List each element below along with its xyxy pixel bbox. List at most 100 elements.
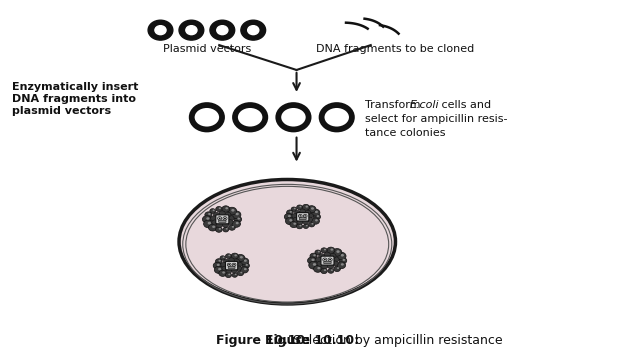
Circle shape: [341, 263, 344, 266]
Circle shape: [228, 258, 234, 262]
Circle shape: [236, 222, 239, 224]
Circle shape: [211, 216, 217, 221]
Circle shape: [306, 225, 308, 226]
FancyBboxPatch shape: [218, 220, 226, 222]
Circle shape: [245, 264, 248, 266]
Circle shape: [315, 211, 318, 213]
Circle shape: [305, 210, 311, 215]
Circle shape: [225, 273, 232, 278]
Circle shape: [236, 262, 242, 267]
Circle shape: [324, 249, 326, 250]
Circle shape: [219, 207, 221, 209]
Circle shape: [227, 207, 236, 215]
Circle shape: [323, 258, 327, 261]
Circle shape: [228, 255, 230, 256]
Text: tance colonies: tance colonies: [364, 128, 445, 138]
FancyBboxPatch shape: [321, 256, 334, 265]
Circle shape: [291, 207, 296, 211]
Circle shape: [205, 212, 212, 218]
Circle shape: [208, 213, 211, 215]
Circle shape: [296, 205, 303, 210]
Circle shape: [324, 259, 326, 261]
Circle shape: [208, 224, 217, 231]
Circle shape: [148, 20, 173, 40]
Circle shape: [218, 268, 222, 270]
Circle shape: [224, 217, 226, 219]
Circle shape: [336, 250, 339, 253]
Circle shape: [232, 221, 240, 227]
Text: DNA fragments to be cloned: DNA fragments to be cloned: [316, 44, 475, 53]
Circle shape: [225, 254, 232, 258]
Circle shape: [244, 268, 246, 270]
Circle shape: [213, 210, 215, 211]
Circle shape: [305, 215, 306, 217]
Circle shape: [222, 222, 228, 227]
FancyBboxPatch shape: [296, 213, 309, 221]
Circle shape: [226, 268, 232, 273]
Circle shape: [217, 26, 228, 35]
Circle shape: [286, 210, 293, 215]
Circle shape: [237, 217, 240, 219]
Circle shape: [300, 215, 301, 217]
Circle shape: [285, 213, 293, 220]
Circle shape: [212, 220, 218, 225]
Circle shape: [310, 253, 317, 259]
Circle shape: [343, 259, 345, 261]
Circle shape: [324, 269, 326, 271]
Circle shape: [290, 211, 292, 213]
Circle shape: [306, 206, 308, 208]
Circle shape: [232, 211, 241, 218]
Circle shape: [308, 222, 314, 227]
Circle shape: [242, 263, 250, 268]
Circle shape: [215, 259, 222, 264]
Circle shape: [300, 225, 301, 227]
Circle shape: [234, 216, 241, 222]
Circle shape: [331, 269, 333, 271]
Circle shape: [302, 204, 310, 210]
Circle shape: [300, 206, 301, 207]
Circle shape: [296, 224, 303, 229]
Circle shape: [236, 266, 241, 270]
Circle shape: [339, 257, 347, 264]
Circle shape: [207, 217, 210, 220]
Circle shape: [214, 266, 223, 273]
Circle shape: [318, 267, 320, 269]
Circle shape: [307, 206, 316, 213]
Circle shape: [248, 26, 259, 35]
Circle shape: [231, 253, 238, 259]
Circle shape: [222, 206, 230, 212]
Circle shape: [328, 258, 332, 261]
Circle shape: [337, 267, 339, 269]
Text: Selection by ampicillin resistance: Selection by ampicillin resistance: [289, 334, 503, 347]
Circle shape: [213, 212, 220, 217]
Circle shape: [311, 218, 319, 224]
Circle shape: [218, 217, 221, 219]
Circle shape: [244, 259, 247, 262]
Circle shape: [308, 213, 313, 218]
Circle shape: [297, 220, 303, 224]
Circle shape: [311, 223, 314, 224]
FancyBboxPatch shape: [324, 262, 331, 264]
Circle shape: [219, 270, 227, 276]
Circle shape: [218, 217, 222, 220]
Text: Enzymatically insert
DNA fragments into
plasmid vectors: Enzymatically insert DNA fragments into …: [12, 82, 139, 116]
Circle shape: [228, 225, 235, 230]
Circle shape: [232, 226, 234, 228]
Circle shape: [328, 264, 334, 269]
Circle shape: [303, 215, 307, 217]
Circle shape: [285, 217, 295, 225]
Circle shape: [316, 257, 322, 262]
Circle shape: [311, 207, 314, 210]
Text: Figure 10.10:: Figure 10.10:: [265, 334, 359, 347]
Circle shape: [221, 262, 227, 267]
Circle shape: [313, 214, 321, 220]
Circle shape: [240, 258, 249, 265]
Circle shape: [220, 256, 225, 260]
Text: select for ampicillin resis-: select for ampicillin resis-: [364, 114, 507, 124]
Circle shape: [235, 274, 236, 275]
Circle shape: [210, 20, 235, 40]
Circle shape: [331, 249, 333, 251]
Circle shape: [319, 254, 325, 259]
Circle shape: [311, 258, 314, 261]
Circle shape: [337, 262, 346, 269]
